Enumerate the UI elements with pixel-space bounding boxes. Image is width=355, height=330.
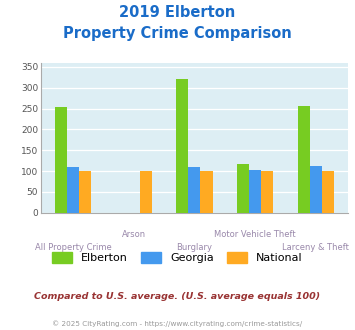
Text: Motor Vehicle Theft: Motor Vehicle Theft (214, 230, 296, 239)
Bar (249, 170, 261, 213)
Text: Compared to U.S. average. (U.S. average equals 100): Compared to U.S. average. (U.S. average … (34, 292, 321, 301)
Bar (188, 167, 201, 213)
Bar (79, 171, 91, 213)
Bar (297, 107, 310, 213)
Bar (55, 107, 67, 213)
Text: Arson: Arson (122, 230, 146, 239)
Bar (310, 166, 322, 213)
Text: 2019 Elberton: 2019 Elberton (119, 5, 236, 20)
Bar (322, 171, 334, 213)
Bar (140, 171, 152, 213)
Text: © 2025 CityRating.com - https://www.cityrating.com/crime-statistics/: © 2025 CityRating.com - https://www.city… (53, 320, 302, 327)
Text: Burglary: Burglary (176, 244, 212, 252)
Bar (201, 171, 213, 213)
Bar (67, 167, 79, 213)
Bar (261, 171, 273, 213)
Legend: Elberton, Georgia, National: Elberton, Georgia, National (49, 249, 306, 267)
Text: Property Crime Comparison: Property Crime Comparison (63, 26, 292, 41)
Text: Larceny & Theft: Larceny & Theft (282, 244, 349, 252)
Bar (176, 80, 188, 213)
Bar (237, 164, 249, 213)
Text: All Property Crime: All Property Crime (35, 244, 111, 252)
